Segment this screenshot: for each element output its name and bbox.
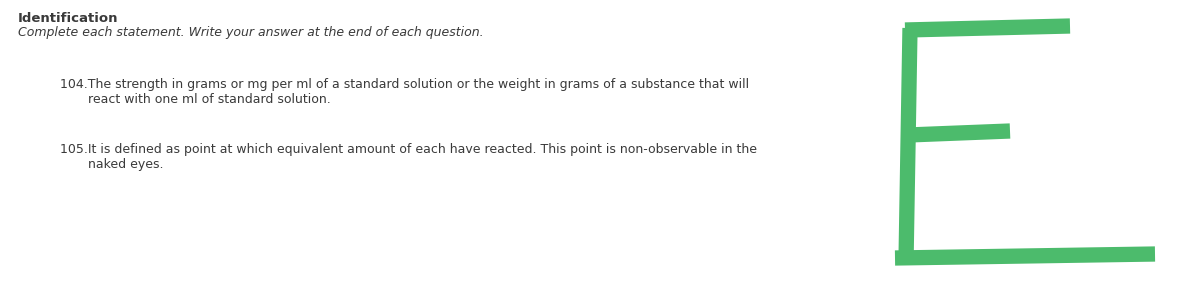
Text: 104.The strength in grams or mg per ml of a standard solution or the weight in g: 104.The strength in grams or mg per ml o…: [60, 78, 749, 91]
Text: 105.It is defined as point at which equivalent amount of each have reacted. This: 105.It is defined as point at which equi…: [60, 143, 757, 156]
Text: naked eyes.: naked eyes.: [88, 158, 163, 171]
Text: Identification: Identification: [18, 12, 119, 25]
Text: Complete each statement. Write your answer at the end of each question.: Complete each statement. Write your answ…: [18, 26, 484, 39]
Text: react with one ml of standard solution.: react with one ml of standard solution.: [88, 93, 331, 106]
